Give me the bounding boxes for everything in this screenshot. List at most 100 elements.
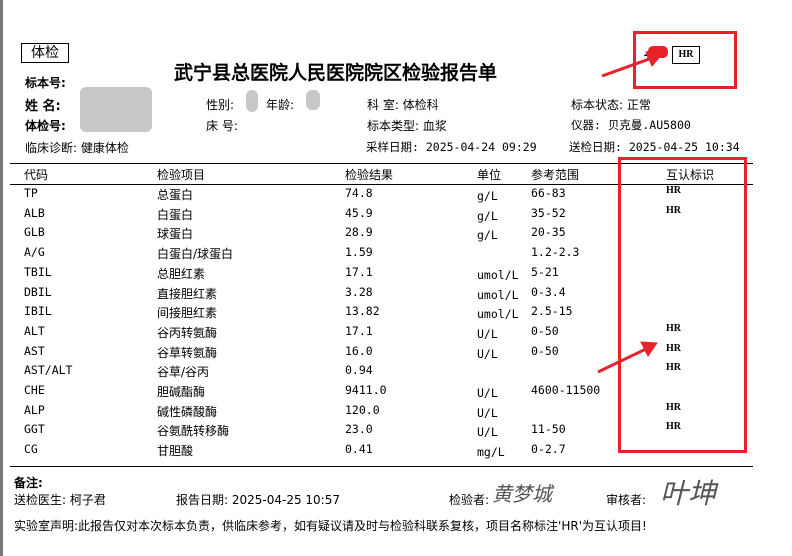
cell-code: AST (24, 344, 45, 358)
cell-item: 谷草/谷丙 (157, 365, 210, 379)
cell-ref: 11-50 (531, 422, 566, 436)
column-header-hr: 互认标识 (666, 168, 715, 182)
cell-ref: 0-3.4 (531, 285, 566, 299)
cell-result: 1.59 (345, 245, 373, 259)
cell-result: 9411.0 (345, 383, 387, 397)
cell-item: 谷丙转氨酶 (157, 326, 218, 340)
sample-date: 采样日期: 2025-04-24 09:29 (366, 140, 537, 154)
annotation-box-hr-legend (633, 31, 737, 89)
cell-ref: 20-35 (531, 225, 566, 239)
cell-unit: umol/L (477, 268, 519, 282)
cell-result: 17.1 (345, 324, 373, 338)
cell-item: 谷草转氨酶 (157, 346, 218, 360)
department: 科 室: 体检科 (367, 98, 439, 112)
specimen-type: 标本类型: 血浆 (367, 119, 447, 133)
reviewer-label: 审核者: (606, 493, 647, 507)
cell-code: CG (24, 442, 38, 456)
cell-result: 120.0 (345, 403, 380, 417)
report-title: 武宁县总医院人民医院院区检验报告单 (174, 62, 498, 84)
cell-result: 74.8 (345, 186, 373, 200)
cell-item: 白蛋白 (157, 208, 194, 222)
specimen-no-label: 标本号: (25, 76, 66, 90)
bed-label: 床 号: (206, 119, 238, 133)
cell-ref: 66-83 (531, 186, 566, 200)
cell-hr: HR (666, 402, 681, 413)
exam-no-label: 体检号: (25, 119, 66, 133)
cell-code: ALP (24, 403, 45, 417)
specimen-status: 标本状态: 正常 (571, 98, 651, 112)
diagnosis: 临床诊断: 健康体检 (25, 141, 129, 155)
cell-unit: U/L (477, 386, 498, 400)
cell-ref: 0-2.7 (531, 442, 566, 456)
cell-result: 0.94 (345, 363, 373, 377)
cell-item: 胆碱酯酶 (157, 385, 206, 399)
lab-statement: 实验室声明:此报告仅对本次标本负责，供临床参考，如有疑议请及时与检验科联系复核，… (14, 519, 647, 533)
cell-unit: U/L (477, 347, 498, 361)
cell-ref: 4600-11500 (531, 383, 601, 397)
arrow-icon (601, 51, 663, 78)
cell-code: TP (24, 186, 38, 200)
cell-unit: U/L (477, 327, 498, 341)
redacted-sex (246, 90, 258, 112)
cell-ref: 35-52 (531, 206, 566, 220)
cell-ref: 1.2-2.3 (531, 245, 580, 259)
cell-hr: HR (666, 362, 681, 373)
reviewer-signature: 叶坤 (660, 477, 717, 510)
cell-unit: mg/L (477, 445, 505, 459)
cell-hr: HR (666, 323, 681, 334)
cell-result: 16.0 (345, 344, 373, 358)
cell-code: CHE (24, 383, 45, 397)
column-header-ref: 参考范围 (531, 168, 580, 182)
remarks-label: 备注: (14, 476, 43, 490)
cell-code: IBIL (24, 304, 52, 318)
cell-result: 0.41 (345, 442, 373, 456)
redacted-age (306, 90, 320, 110)
cell-unit: g/L (477, 228, 498, 242)
arrow-icon (597, 341, 658, 374)
cell-code: DBIL (24, 285, 52, 299)
annotation-box-hr-column (618, 157, 747, 453)
submit-date: 送检日期: 2025-04-25 10:34 (569, 140, 740, 154)
cell-hr: HR (666, 205, 681, 216)
cell-hr: HR (666, 185, 681, 196)
cell-unit: umol/L (477, 307, 519, 321)
hr-legend-box: HR (672, 46, 700, 64)
column-header-item: 检验项目 (157, 168, 206, 182)
cell-result: 23.0 (345, 422, 373, 436)
category-tag: 体检 (21, 43, 69, 63)
instrument: 仪器: 贝克曼.AU5800 (571, 118, 691, 132)
redacted-name (80, 87, 152, 132)
report-date: 报告日期: 2025-04-25 10:57 (176, 493, 340, 507)
cell-unit: U/L (477, 406, 498, 420)
cell-result: 45.9 (345, 206, 373, 220)
cell-ref: 0-50 (531, 344, 559, 358)
column-header-result: 检验结果 (345, 168, 394, 182)
cell-item: 总胆红素 (157, 267, 206, 281)
cell-item: 谷氨酰转移酶 (157, 424, 230, 438)
cell-hr: HR (666, 343, 681, 354)
cell-result: 28.9 (345, 225, 373, 239)
cell-unit: g/L (477, 189, 498, 203)
inspector-label: 检验者: (449, 493, 490, 507)
name-label: 姓 名: (25, 99, 61, 114)
cell-item: 白蛋白/球蛋白 (157, 247, 234, 261)
cell-unit: g/L (477, 209, 498, 223)
cell-item: 间接胆红素 (157, 306, 218, 320)
cell-item: 总蛋白 (157, 188, 194, 202)
submitting-doctor: 送检医生: 柯子君 (14, 493, 106, 507)
cell-hr: HR (666, 421, 681, 432)
cell-code: TBIL (24, 265, 52, 279)
footer-rule (10, 466, 753, 467)
cell-code: AST/ALT (24, 363, 73, 377)
cell-code: ALT (24, 324, 45, 338)
window-edge (0, 0, 3, 556)
cell-result: 17.1 (345, 265, 373, 279)
cell-unit: umol/L (477, 288, 519, 302)
cell-item: 碱性磷酸酶 (157, 405, 218, 419)
inspector-signature: 黄梦城 (492, 482, 552, 506)
cell-code: GGT (24, 422, 45, 436)
cell-result: 3.28 (345, 285, 373, 299)
cell-item: 球蛋白 (157, 227, 194, 241)
cell-unit: U/L (477, 425, 498, 439)
